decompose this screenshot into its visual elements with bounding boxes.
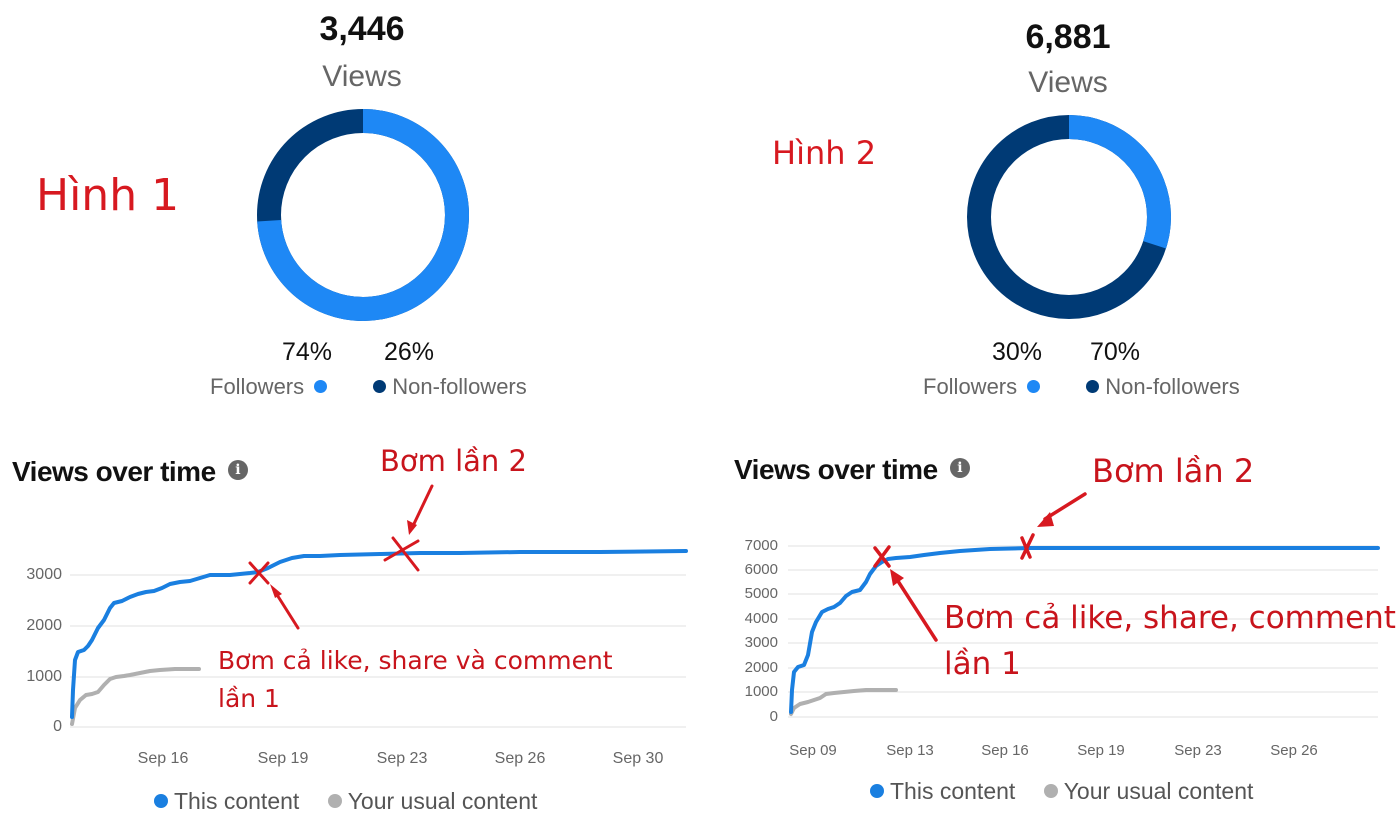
x-mark-2b [391,536,420,572]
annotation-pump-1-line1: Bơm cả like, share và comment [218,646,613,675]
annotation-pump-2: Bơm lần 2 [1092,452,1255,490]
info-icon[interactable]: i [949,457,970,478]
y-tick: 3000 [26,566,62,583]
y-tick: 0 [53,718,62,735]
this-content-dot-icon [870,783,884,798]
audience-legend: Followers Non-followers [210,374,527,400]
y-tick: 7000 [744,537,778,554]
followers-label: Followers [923,374,1018,399]
followers-label: Followers [210,374,305,399]
non-followers-label: Non-followers [1105,374,1240,399]
views-over-time-chart [788,492,1380,718]
series-legend: This content Your usual content [870,778,1253,805]
arrow-2-head [1037,512,1054,527]
legend-this-content[interactable]: This content [174,788,300,814]
x-mark-2b [1020,533,1035,560]
usual-content-line [70,667,201,726]
y-tick: 1000 [744,683,778,700]
annotation-marks [248,484,434,630]
x-tick: Sep 19 [257,750,309,767]
annotation-pump-1-line2: lần 1 [218,684,280,713]
legend-usual-content[interactable]: Your usual content [1063,778,1254,804]
followers-donut-chart [967,115,1171,319]
arrow-2-shaft [1043,492,1087,521]
arrow-1-shaft [894,576,938,642]
legend-this-content[interactable]: This content [890,778,1016,804]
followers-dot-icon [314,379,328,393]
donut-followers-segment [967,115,1171,319]
this-content-line [789,546,1380,714]
legend-usual-content[interactable]: Your usual content [347,788,538,814]
section-title: Views over time i [12,456,248,488]
followers-percent: 74% [282,338,333,366]
annotation-pump-2: Bơm lần 2 [380,444,527,478]
arrow-2-head [407,520,417,535]
x-tick: Sep 26 [494,750,546,767]
figure-label: Hình 1 [36,170,180,221]
figure-label: Hình 2 [772,134,877,172]
y-tick: 6000 [744,561,778,578]
x-tick: Sep 16 [137,750,189,767]
non-followers-dot-icon [1086,379,1100,393]
arrow-2-shaft [410,484,434,530]
x-mark-1b [873,545,891,568]
x-tick: Sep 16 [981,742,1029,759]
y-tick: 3000 [744,634,778,651]
total-views-label: Views [1028,66,1108,99]
x-tick: Sep 09 [789,742,837,759]
donut-followers-segment [257,109,469,321]
x-tick: Sep 30 [612,750,664,767]
panel-figure-1: 3,446 Views Hình 1 74% 26% Followers Non… [12,10,688,815]
annotation-marks [873,492,1087,642]
views-over-time-chart [70,484,688,728]
arrow-1-head [890,569,904,586]
usual-content-dot-icon [327,793,342,808]
usual-content-line [789,688,898,716]
non-followers-label: Non-followers [392,374,527,399]
y-tick: 0 [769,708,778,725]
gridlines [70,574,686,728]
panel-figure-2: 6,881 Views Hình 2 30% 70% Followers Non… [700,0,1400,833]
x-mark-1b [248,561,270,585]
y-tick: 1000 [26,668,62,685]
annotation-pump-1-line1: Bơm cả like, share, comment [944,600,1396,636]
x-tick: Sep 26 [1270,742,1318,759]
followers-dot-icon [1027,379,1041,393]
x-tick: Sep 19 [1077,742,1125,759]
y-tick: 4000 [744,610,778,627]
followers-percent: 30% [992,338,1043,366]
x-tick: Sep 23 [376,750,428,767]
non-followers-dot-icon [373,379,387,393]
this-content-dot-icon [154,793,168,808]
followers-donut-chart [257,109,469,321]
section-title: Views over time i [734,454,970,486]
section-title-text: Views over time [12,456,216,487]
non-followers-percent: 26% [384,338,435,366]
audience-legend: Followers Non-followers [923,374,1240,400]
this-content-line [70,549,688,719]
y-tick: 5000 [744,585,778,602]
y-tick: 2000 [26,617,62,634]
non-followers-percent: 70% [1090,338,1141,366]
total-views: 3,446 [319,10,405,48]
gridlines [788,545,1378,718]
y-tick: 2000 [744,659,778,676]
usual-content-dot-icon [1043,783,1058,798]
section-title-text: Views over time [734,454,938,485]
arrow-1-shaft [272,588,300,630]
x-tick: Sep 23 [1174,742,1222,759]
total-views: 6,881 [1025,18,1111,56]
arrow-1-head [270,584,282,598]
series-legend: This content Your usual content [154,788,537,815]
x-tick: Sep 13 [886,742,934,759]
info-icon[interactable]: i [227,459,248,480]
annotation-pump-1-line2: lần 1 [944,646,1021,682]
total-views-label: Views [322,60,402,93]
